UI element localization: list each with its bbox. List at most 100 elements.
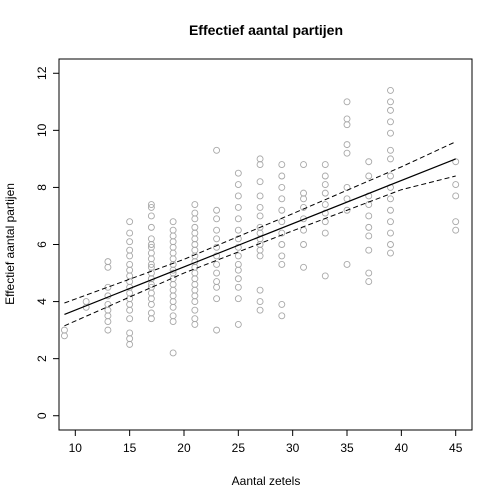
x-tick-label: 20	[177, 441, 191, 455]
data-point	[126, 261, 134, 268]
data-point	[234, 181, 242, 189]
data-point	[387, 241, 394, 248]
data-point	[191, 292, 199, 300]
data-point	[104, 318, 112, 326]
data-point	[234, 203, 242, 211]
data-point	[278, 218, 286, 226]
data-point	[147, 203, 155, 211]
x-tick-label: 35	[340, 441, 354, 455]
data-point	[191, 215, 199, 223]
data-point	[387, 229, 394, 237]
x-tick-label: 30	[286, 441, 300, 455]
data-point	[191, 241, 199, 248]
data-point	[256, 155, 264, 163]
data-point	[387, 206, 394, 214]
data-point	[343, 206, 351, 214]
data-point	[234, 320, 242, 328]
data-point	[126, 289, 134, 297]
data-point	[365, 269, 373, 277]
data-point	[387, 86, 394, 94]
data-point	[213, 206, 221, 214]
data-point	[234, 275, 242, 283]
data-point	[387, 106, 394, 114]
data-point	[234, 215, 242, 223]
y-tick-label: 2	[35, 355, 49, 362]
data-point	[126, 335, 134, 343]
data-point	[169, 292, 177, 300]
data-point	[147, 235, 155, 243]
data-point	[169, 303, 177, 311]
data-point	[343, 121, 351, 129]
data-point	[147, 255, 155, 263]
data-point	[104, 263, 112, 271]
data-point	[300, 226, 307, 234]
data-point	[60, 332, 68, 340]
data-point	[126, 229, 134, 237]
data-point	[256, 246, 264, 254]
x-tick-label: 15	[123, 441, 137, 455]
data-point	[387, 129, 394, 137]
data-point	[321, 189, 329, 197]
data-point	[104, 306, 112, 314]
data-point	[300, 241, 307, 248]
data-point	[169, 318, 177, 326]
data-point	[213, 283, 221, 291]
ci-upper-line	[64, 141, 456, 304]
data-point	[213, 215, 221, 223]
data-point	[147, 309, 155, 317]
data-point	[147, 295, 155, 303]
data-point	[126, 218, 134, 226]
data-point	[169, 281, 177, 288]
data-point	[387, 118, 394, 126]
data-point	[321, 161, 329, 169]
data-point	[256, 192, 264, 200]
y-tick-label: 8	[35, 184, 49, 191]
data-point	[452, 158, 460, 166]
data-point	[60, 326, 68, 334]
data-point	[147, 201, 155, 208]
data-point	[278, 252, 286, 260]
data-point	[343, 115, 351, 123]
data-point	[126, 266, 134, 274]
data-point	[104, 300, 112, 308]
data-point	[234, 243, 242, 251]
data-point	[169, 249, 177, 257]
data-point	[169, 226, 177, 234]
data-point	[147, 212, 155, 220]
data-point	[256, 298, 264, 306]
x-tick-label: 45	[449, 441, 463, 455]
data-point	[169, 243, 177, 251]
data-point	[147, 249, 155, 257]
data-point	[147, 263, 155, 271]
y-axis: 0 2 4 6 8 10 12	[35, 66, 59, 419]
data-point	[82, 298, 90, 306]
data-point	[256, 161, 264, 169]
data-point	[365, 232, 373, 240]
data-point	[234, 169, 242, 177]
data-point	[387, 146, 394, 154]
data-point	[256, 178, 264, 186]
data-point	[126, 340, 134, 348]
data-point	[126, 272, 134, 280]
data-point	[278, 206, 286, 214]
data-point	[387, 195, 394, 203]
data-point	[169, 349, 177, 357]
data-point	[147, 243, 155, 251]
data-point	[365, 212, 373, 220]
data-point	[191, 320, 199, 328]
data-point	[169, 218, 177, 226]
data-point	[213, 326, 221, 334]
data-point	[147, 283, 155, 291]
data-point	[191, 298, 199, 306]
data-point	[191, 275, 199, 283]
data-point	[387, 172, 394, 180]
data-point	[234, 283, 242, 291]
data-point	[321, 181, 329, 189]
data-point	[213, 261, 221, 268]
data-point	[213, 235, 221, 243]
data-point	[343, 261, 351, 268]
data-point	[191, 229, 199, 237]
data-point	[191, 246, 199, 254]
data-point	[169, 312, 177, 320]
y-tick-label: 4	[35, 298, 49, 305]
